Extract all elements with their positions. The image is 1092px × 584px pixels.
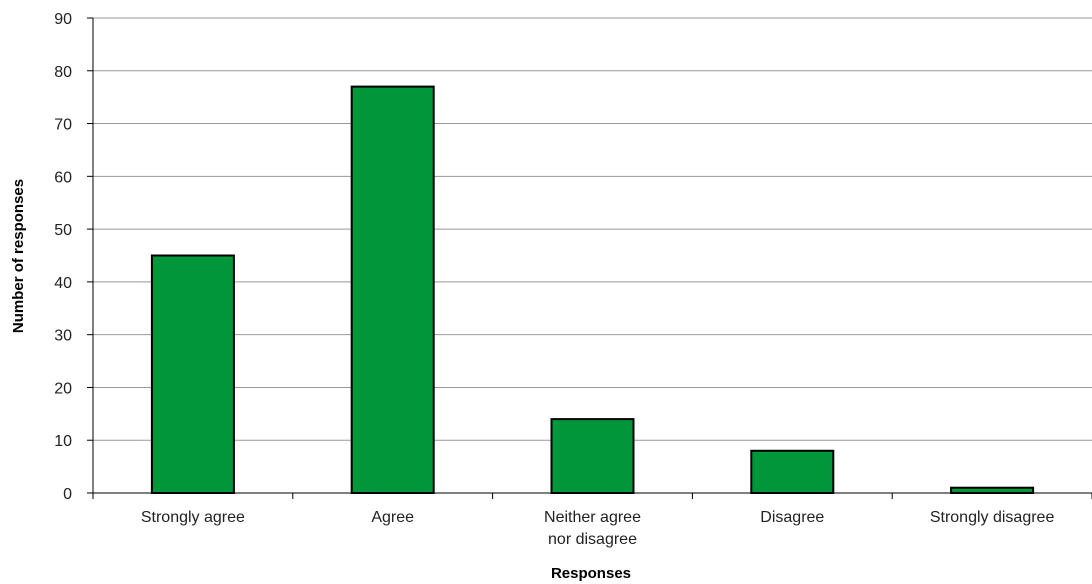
x-axis-ticks: Strongly agree Agree Neither agree nor disa… — [92, 493, 1092, 548]
bar-disagree — [750, 449, 835, 494]
y-tick-label: 90 — [54, 11, 72, 28]
bar-strongly-agree — [150, 254, 235, 494]
y-axis-title: Number of responses — [10, 179, 27, 333]
y-tick-label: 60 — [54, 169, 72, 186]
y-tick-label: 80 — [54, 64, 72, 81]
axes — [92, 18, 1092, 494]
y-tick-label: 30 — [54, 328, 72, 345]
x-tick-label: Neither agree nor disagree — [544, 509, 641, 548]
y-tick-label: 20 — [54, 380, 72, 397]
bar-neither-agree-nor-disagree — [550, 418, 635, 494]
x-tick-label: Strongly agree — [141, 509, 245, 526]
bars — [150, 85, 1035, 495]
x-axis-title: Responses — [551, 565, 631, 582]
y-axis-ticks: 0 10 20 30 40 50 60 70 80 90 — [54, 11, 93, 503]
bar-strongly-disagree — [950, 486, 1035, 495]
y-tick-label: 10 — [54, 433, 72, 450]
gridlines — [93, 17, 1092, 441]
x-tick-label: Agree — [371, 509, 414, 526]
bar-agree — [350, 85, 435, 494]
y-tick-label: 70 — [54, 117, 72, 134]
y-tick-label: 50 — [54, 222, 72, 239]
x-tick-label: Disagree — [760, 509, 824, 526]
y-tick-label: 40 — [54, 275, 72, 292]
x-tick-label: Strongly disagree — [930, 509, 1055, 526]
y-tick-label: 0 — [63, 486, 72, 503]
